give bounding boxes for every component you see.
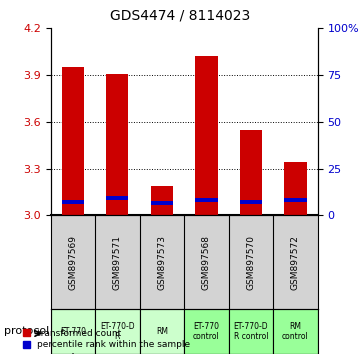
Text: RM: RM <box>156 327 168 336</box>
Bar <box>284 198 306 202</box>
Bar <box>140 309 184 354</box>
Text: GSM897569: GSM897569 <box>68 235 77 290</box>
Bar <box>95 309 140 354</box>
Bar <box>51 309 95 354</box>
Text: protocol: protocol <box>4 326 49 336</box>
Text: GSM897568: GSM897568 <box>202 235 211 290</box>
Bar <box>195 56 217 216</box>
Bar <box>151 201 173 205</box>
Bar <box>151 186 173 216</box>
Bar <box>62 200 84 204</box>
Text: GSM897572: GSM897572 <box>291 235 300 290</box>
Text: GSM897573: GSM897573 <box>157 235 166 290</box>
Bar <box>184 309 229 354</box>
Bar <box>240 200 262 204</box>
Text: GSM897570: GSM897570 <box>247 235 255 290</box>
Bar <box>229 309 273 354</box>
Bar <box>284 162 306 216</box>
Text: GSM897571: GSM897571 <box>113 235 122 290</box>
Bar <box>106 196 129 200</box>
Text: ET-770: ET-770 <box>60 327 86 336</box>
Bar <box>240 130 262 216</box>
Bar <box>62 67 84 216</box>
Text: ET-770
control: ET-770 control <box>193 322 220 341</box>
Text: RM
control: RM control <box>282 322 309 341</box>
Bar <box>273 309 318 354</box>
Bar <box>106 74 129 216</box>
Text: GDS4474 / 8114023: GDS4474 / 8114023 <box>110 9 251 23</box>
Bar <box>195 198 217 202</box>
Text: ET-770-D
R: ET-770-D R <box>100 322 135 341</box>
Text: ET-770-D
R control: ET-770-D R control <box>234 322 268 341</box>
Legend: transformed count, percentile rank within the sample: transformed count, percentile rank withi… <box>23 329 190 349</box>
